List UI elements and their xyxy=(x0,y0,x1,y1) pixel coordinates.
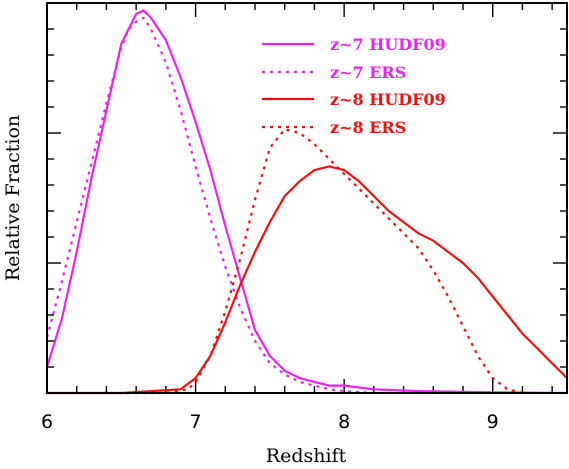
legend-label: z~7 ERS xyxy=(330,63,406,82)
x-tick-label: 7 xyxy=(190,411,202,433)
x-tick-labels: 6 7 8 9 xyxy=(41,411,499,433)
series-layer xyxy=(45,9,568,395)
legend-label: z~7 HUDF09 xyxy=(330,35,446,54)
legend-label: z~8 HUDF09 xyxy=(330,90,446,109)
legend-label: z~8 ERS xyxy=(330,118,406,137)
series-line-2 xyxy=(47,165,568,395)
series-line-1 xyxy=(45,16,374,395)
x-tick-label: 8 xyxy=(338,411,350,433)
x-tick-label: 9 xyxy=(487,411,499,433)
series-line-3 xyxy=(47,128,523,395)
x-tick-label: 6 xyxy=(41,411,53,433)
x-axis-label: Redshift xyxy=(266,445,347,467)
series-line-0 xyxy=(45,9,568,395)
axis-ticks xyxy=(46,3,567,393)
legend: z~7 HUDF09 z~7 ERS z~8 HUDF09 z~8 ERS xyxy=(262,35,446,137)
plot-frame xyxy=(46,2,568,394)
y-axis-label: Relative Fraction xyxy=(2,115,24,281)
